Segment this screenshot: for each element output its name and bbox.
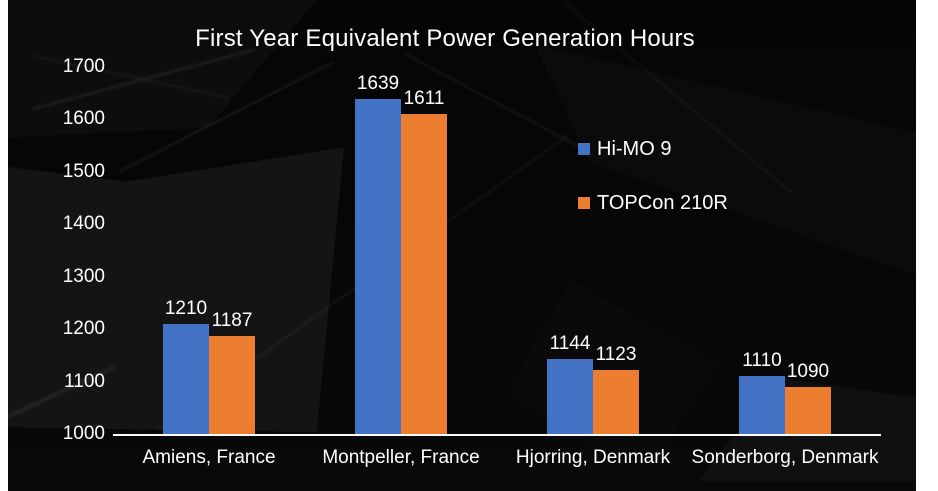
x-axis-line — [113, 434, 881, 436]
y-axis-tick-label: 1700 — [62, 56, 105, 77]
bar-value-label: 1123 — [595, 344, 637, 365]
y-axis-tick-label: 1200 — [62, 318, 105, 340]
bar-value-label: 1144 — [549, 333, 591, 354]
chart-title: First Year Equivalent Power Generation H… — [195, 25, 695, 52]
y-axis-tick-label: 1500 — [62, 160, 105, 182]
bar-chart: First Year Equivalent Power Generation H… — [8, 0, 916, 491]
bar-hi-mo-9 — [355, 99, 401, 434]
y-axis-tick-label: 1400 — [62, 213, 105, 235]
bar-hi-mo-9 — [547, 359, 593, 434]
bar-topcon-210r — [593, 370, 639, 434]
y-axis-tick-label: 1000 — [62, 423, 105, 444]
slide-background: First Year Equivalent Power Generation H… — [8, 0, 916, 491]
bar-topcon-210r — [785, 387, 831, 434]
legend-label: Hi-MO 9 — [597, 137, 672, 160]
legend-item-topcon-210r: TOPCon 210R — [578, 191, 728, 215]
legend-item-hi-mo-9: Hi-MO 9 — [578, 137, 671, 161]
y-axis-tick-label: 1600 — [62, 108, 105, 130]
legend-color-swatch — [578, 143, 590, 155]
x-axis-category-label: Hjorring, Denmark — [515, 447, 671, 468]
x-axis-category-label: Sonderborg, Denmark — [691, 447, 879, 468]
bar-hi-mo-9 — [739, 376, 785, 434]
bar-topcon-210r — [209, 336, 255, 434]
bar-hi-mo-9 — [163, 324, 209, 434]
legend-label: TOPCon 210R — [597, 191, 728, 214]
bar-value-label: 1090 — [786, 361, 830, 382]
bar-value-label: 1110 — [742, 350, 782, 371]
bar-value-label: 1210 — [164, 298, 208, 319]
legend-color-swatch — [578, 197, 590, 209]
bar-value-label: 1639 — [356, 73, 400, 94]
y-axis-tick-label: 1100 — [64, 370, 105, 392]
bar-value-label: 1611 — [403, 88, 445, 109]
x-axis-category-label: Montpeller, France — [322, 447, 480, 468]
bar-value-label: 1187 — [211, 310, 253, 331]
y-axis-tick-label: 1300 — [62, 265, 105, 287]
x-axis-category-label: Amiens, France — [142, 447, 276, 468]
bar-topcon-210r — [401, 114, 447, 434]
